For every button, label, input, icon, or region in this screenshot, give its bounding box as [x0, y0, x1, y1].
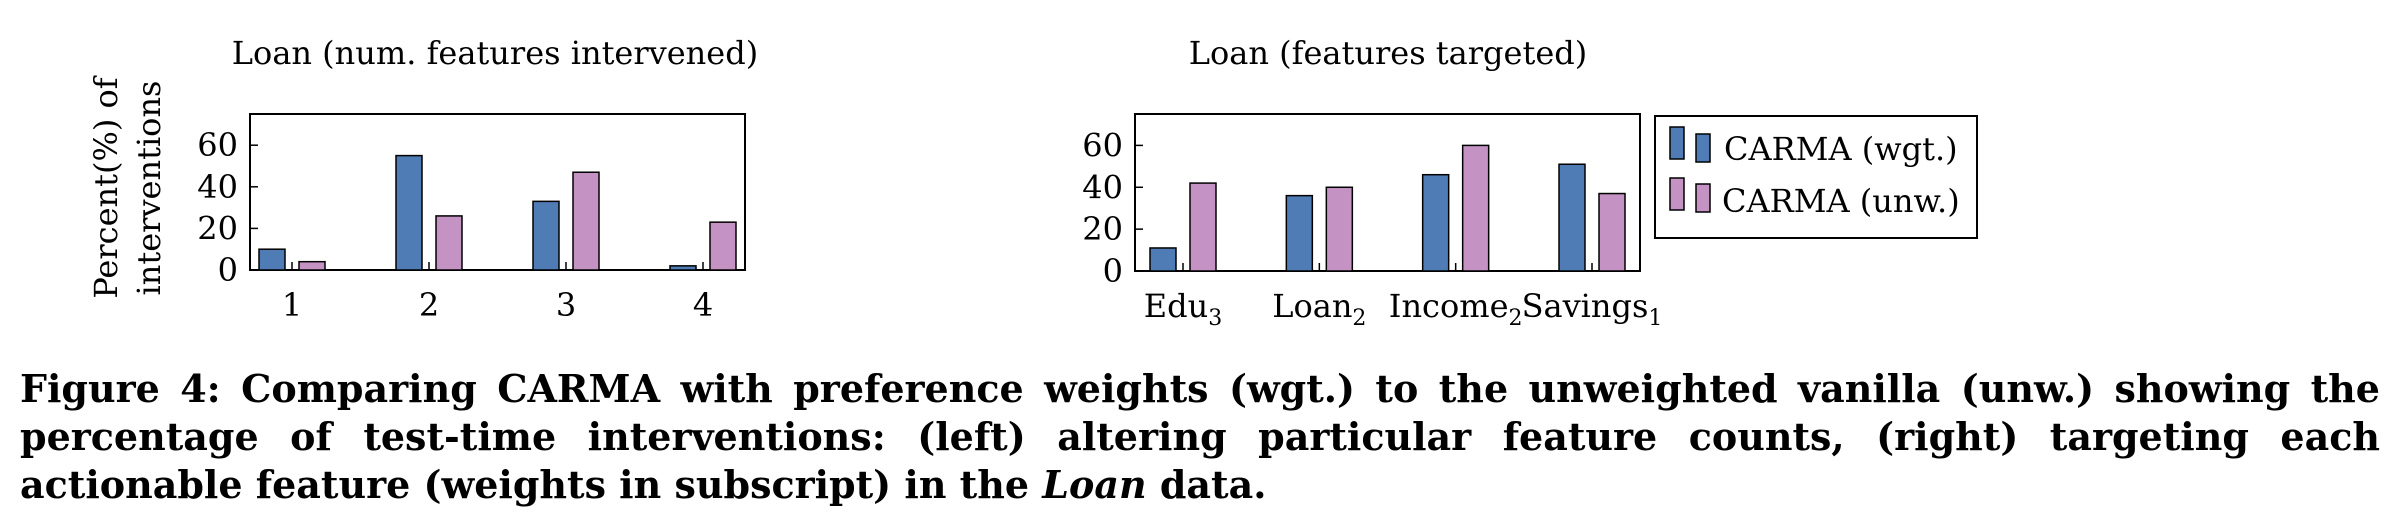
chart-right-bar-wgt: [1558, 163, 1586, 272]
chart-left-ylabel-line2: interventions: [130, 81, 168, 296]
chart-right-xtick-label: Loan2: [1272, 287, 1366, 331]
chart-left: Loan (num. features intervened) Percent(…: [87, 34, 758, 324]
chart-left-xtick-label: 3: [556, 286, 576, 324]
legend: CARMA (wgt.) CARMA (unw.): [1654, 115, 1978, 239]
chart-right-bar-wgt: [1285, 194, 1314, 272]
chart-right-bar-unw: [1189, 182, 1217, 272]
figure-caption: Figure 4: Comparing CARMA with preferenc…: [20, 365, 2380, 509]
chart-right-ytick-label: 40: [1082, 168, 1123, 206]
chart-right-bar-unw: [1598, 192, 1626, 272]
chart-right-xtick-label: Income2: [1389, 287, 1523, 331]
chart-left-bar-wgt: [258, 248, 286, 271]
chart-left-xtick-label: 4: [693, 286, 713, 324]
legend-label-wgt: CARMA (wgt.): [1724, 130, 1958, 168]
chart-left-bar-wgt: [532, 200, 560, 271]
legend-swatch-wgt-1: [1669, 126, 1685, 160]
legend-swatch-unw-1: [1669, 177, 1685, 211]
chart-left-title: Loan (num. features intervened): [232, 34, 758, 72]
chart-left-bar-wgt: [669, 265, 697, 271]
chart-left-plot-frame: [249, 113, 746, 271]
chart-right-ytick-label: 20: [1082, 210, 1123, 248]
legend-label-unw: CARMA (unw.): [1722, 182, 1960, 220]
chart-left-bar-unw: [709, 221, 737, 271]
chart-left-ylabel-line1: Percent(%) of: [87, 75, 125, 298]
chart-right-bar-unw: [1461, 144, 1490, 272]
chart-left-ytick-label: 60: [197, 126, 238, 164]
chart-left-bar-unw: [435, 215, 463, 271]
chart-right-xtick-label: Edu3: [1144, 287, 1222, 331]
chart-right-plot-frame: [1134, 113, 1641, 272]
caption-emph: Loan: [1042, 462, 1147, 507]
chart-right-bar-wgt: [1149, 247, 1177, 272]
chart-left-ytick-label: 0: [218, 251, 238, 289]
figure: Loan (num. features intervened) Percent(…: [87, 34, 1978, 331]
chart-right-xtick-label: Savings1: [1522, 287, 1663, 331]
chart-right-ytick-label: 60: [1082, 126, 1123, 164]
chart-left-xtick-label: 1: [282, 286, 302, 324]
chart-left-ytick-label: 40: [197, 168, 238, 206]
chart-left-bar-unw: [572, 171, 600, 271]
chart-right-bar-wgt: [1421, 173, 1450, 272]
caption-tail: data.: [1146, 462, 1267, 507]
chart-right-title: Loan (features targeted): [1189, 34, 1587, 72]
chart-left-ytick-label: 20: [197, 209, 238, 247]
chart-left-bar-unw: [298, 260, 326, 271]
caption-lead: Figure 4: Comparing CARMA with preferenc…: [20, 366, 2380, 507]
chart-right-ytick-label: 0: [1103, 252, 1123, 290]
legend-swatch-wgt-2: [1695, 133, 1711, 163]
chart-right-bar-unw: [1325, 186, 1354, 272]
chart-left-bar-wgt: [395, 154, 423, 271]
chart-right: Loan (features targeted) 0 20 40 60 Edu3 Loan…: [1082, 34, 1662, 331]
chart-left-xtick-label: 2: [419, 286, 439, 324]
legend-swatch-unw-2: [1695, 183, 1711, 213]
